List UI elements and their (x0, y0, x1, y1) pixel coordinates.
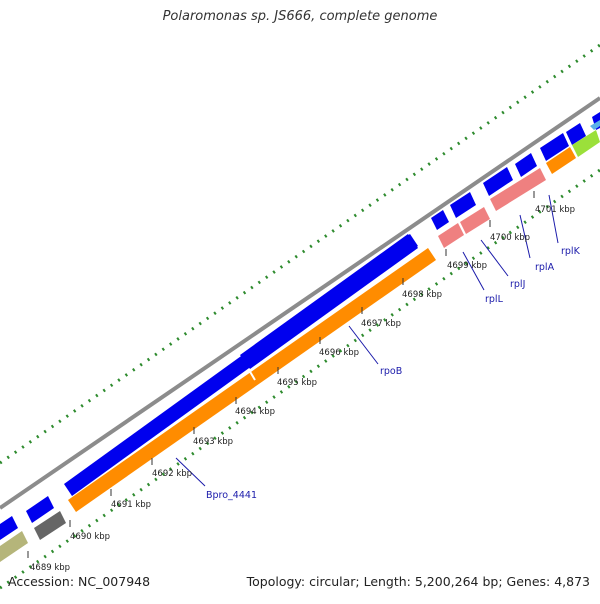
misc-feature-grey[interactable] (34, 511, 66, 540)
genome-summary: Topology: circular; Length: 5,200,264 bp… (246, 574, 590, 589)
gene-bar-small-5[interactable] (515, 153, 537, 177)
gene-bar-small-4[interactable] (483, 167, 513, 196)
rrna-bar-2[interactable] (460, 207, 490, 234)
gene-bar-left[interactable] (0, 516, 18, 540)
leader-line-1 (348, 325, 379, 365)
gene-label-rplk[interactable]: rplK (561, 246, 581, 257)
cds-green[interactable] (572, 130, 600, 157)
gene-bar-small-2[interactable] (431, 210, 449, 230)
tick-label-4701: 4701 kbp (535, 205, 575, 215)
gene-label-rpla[interactable]: rplA (535, 262, 555, 273)
gene-rpoB-bar[interactable] (240, 234, 418, 369)
genome-backbone (0, 96, 600, 510)
tick-label-4691: 4691 kbp (111, 500, 151, 510)
gene-bar-small-7[interactable] (566, 123, 586, 145)
tick-label-4697: 4697 kbp (361, 319, 401, 329)
gene-label-rpll[interactable]: rplL (485, 294, 504, 305)
tick-label-4694: 4694 kbp (235, 407, 275, 417)
cds-small[interactable] (546, 147, 576, 174)
gene-bar-small-1[interactable] (26, 496, 54, 523)
tick-label-4698: 4698 kbp (402, 290, 442, 300)
gene-bar-cyan[interactable] (590, 120, 600, 130)
leader-line-2 (462, 251, 485, 291)
leader-line-5 (548, 194, 559, 244)
tick-label-4696: 4696 kbp (319, 348, 359, 358)
map-title: Polaromonas sp. JS666, complete genome (162, 9, 438, 24)
leader-line-4 (519, 214, 531, 259)
misc-feature-olive[interactable] (0, 531, 28, 562)
gene-label-leaders (175, 194, 559, 487)
scale-ticks (27, 191, 535, 558)
gene-bar-small-6[interactable] (540, 133, 569, 161)
cds-gap (248, 369, 256, 381)
gene-bar-small-3[interactable] (450, 192, 476, 218)
leader-line-0 (175, 457, 206, 487)
tick-label-4700: 4700 kbp (490, 233, 530, 243)
gene-label-rplj[interactable]: rplJ (510, 279, 525, 290)
tick-label-4693: 4693 kbp (193, 437, 233, 447)
gene-label-bpro-4441[interactable]: Bpro_4441 (206, 490, 257, 501)
tick-label-4692: 4692 kbp (152, 469, 192, 479)
rrna-bar-3[interactable] (490, 168, 546, 211)
outer-dotted-ring (0, 43, 600, 465)
tick-label-4695: 4695 kbp (277, 378, 317, 388)
tick-label-4690: 4690 kbp (70, 532, 110, 542)
tick-label-4699: 4699 kbp (447, 261, 487, 271)
tick-label-4689: 4689 kbp (30, 563, 70, 573)
accession-label: Accession: NC_007948 (8, 574, 151, 589)
gene-label-rpob[interactable]: rpoB (380, 366, 402, 377)
leader-line-3 (480, 239, 509, 277)
cds-rpoC-bar[interactable] (68, 248, 436, 512)
rrna-bar-1[interactable] (438, 223, 464, 248)
